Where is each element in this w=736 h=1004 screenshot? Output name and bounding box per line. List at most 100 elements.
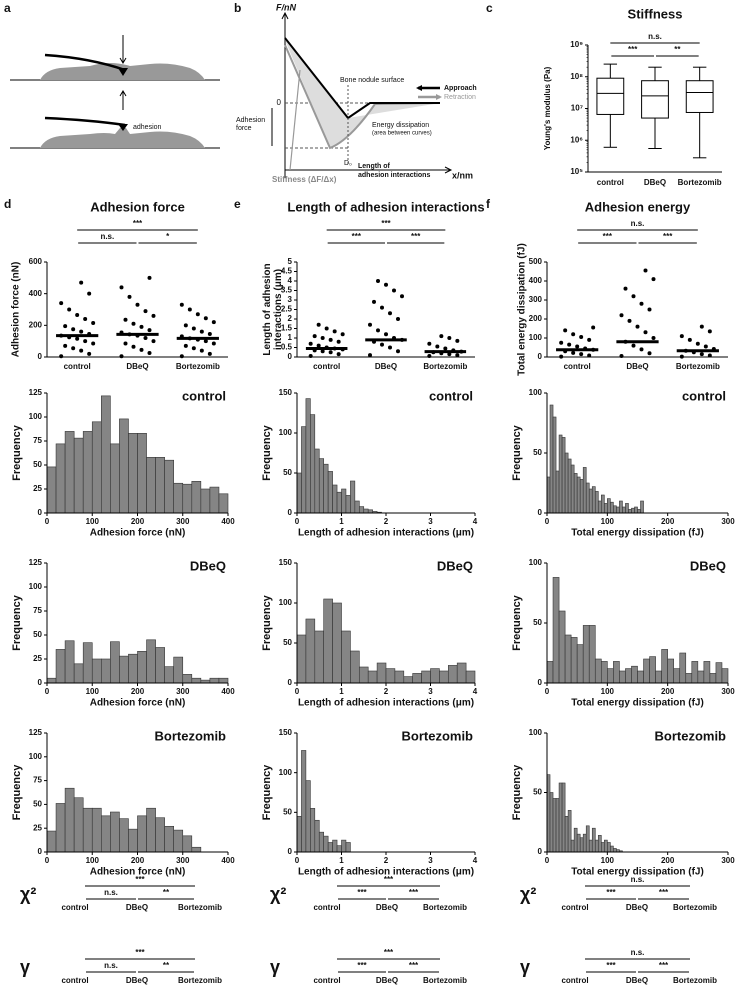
bar	[73, 663, 84, 684]
chart-title: Bortezomib	[155, 728, 227, 743]
y-tick-label: 10⁸	[570, 72, 583, 81]
data-point	[87, 351, 92, 356]
bar	[679, 652, 687, 684]
bar	[137, 433, 147, 514]
data-point	[368, 322, 372, 327]
x-axis-label: Adhesion force (nN)	[90, 528, 186, 539]
group-label: Bortezomib	[423, 903, 467, 912]
y-tick-label: 100	[279, 598, 293, 607]
data-point	[388, 311, 392, 316]
data-point	[127, 294, 132, 299]
data-point	[707, 329, 712, 334]
data-point	[376, 279, 380, 283]
x-tick-label: 0	[545, 517, 550, 526]
y-tick-label: 100	[279, 428, 293, 437]
bar	[631, 507, 635, 514]
y-tick-label: 0.5	[281, 343, 293, 352]
y-tick-label: 400	[529, 276, 543, 285]
bar	[310, 414, 316, 514]
bar	[628, 509, 632, 514]
significance-label: ***	[409, 961, 419, 970]
bar	[610, 501, 614, 514]
data-point	[147, 275, 152, 280]
data-point	[435, 344, 440, 349]
bar	[585, 482, 590, 514]
bar	[358, 506, 365, 514]
significance-label: ***	[133, 219, 143, 228]
bar	[582, 467, 587, 514]
data-point	[151, 339, 156, 344]
data-point	[316, 343, 321, 348]
data-point	[179, 302, 184, 307]
data-point	[380, 305, 384, 310]
bar	[552, 577, 560, 684]
annotation: force	[236, 125, 252, 132]
data-point	[328, 337, 333, 342]
panel-label: c	[486, 1, 493, 15]
x-tick-label: 200	[661, 687, 675, 696]
data-point	[651, 277, 656, 282]
bar	[549, 404, 554, 514]
x-axis-label: Length of adhesion interactions (μm)	[298, 867, 474, 878]
bar	[137, 651, 147, 684]
bar	[403, 676, 413, 684]
x-axis-label: Total energy dissipation (fJ)	[571, 528, 704, 539]
x-tick-label: 200	[131, 687, 145, 696]
x-tick-label: 300	[721, 687, 735, 696]
y-tick-label: 200	[529, 314, 543, 323]
y-tick-label: 125	[29, 558, 43, 567]
y-tick-label: 25	[33, 484, 42, 493]
y-tick-label: 0	[288, 352, 293, 361]
data-point	[119, 285, 124, 290]
bar	[604, 503, 608, 514]
axis-label: F/nN	[276, 2, 296, 12]
x-tick-label: 0	[545, 687, 550, 696]
significance-label: ***	[663, 232, 673, 241]
y-tick-label: 4	[288, 276, 293, 285]
data-point	[123, 341, 128, 346]
panel-label: a	[4, 1, 11, 15]
significance-label: n.s.	[100, 232, 114, 241]
significance-label: n.s.	[104, 961, 118, 970]
data-point	[123, 317, 128, 322]
bar	[91, 807, 102, 853]
y-tick-label: 10⁹	[570, 40, 583, 49]
bar	[55, 803, 66, 853]
y-tick-label: 75	[33, 436, 42, 445]
data-point	[324, 326, 329, 331]
y-axis-label: Frequency	[261, 594, 273, 651]
data-point	[91, 341, 96, 346]
bar	[46, 830, 57, 853]
x-axis-label: Adhesion force (nN)	[90, 867, 186, 878]
y-tick-label: 2	[288, 314, 293, 323]
bar	[350, 650, 360, 684]
y-tick-label: 2.5	[281, 305, 293, 314]
box	[685, 80, 714, 113]
x-tick-label: 1	[339, 856, 344, 865]
y-tick-label: 4.5	[281, 267, 293, 276]
bar	[64, 640, 75, 684]
data-point	[623, 286, 628, 291]
bar	[332, 602, 342, 684]
bar	[173, 482, 184, 514]
bar	[594, 839, 599, 853]
group-label: Bortezomib	[178, 976, 222, 985]
significance-label: ***	[409, 888, 419, 897]
bar	[673, 668, 681, 684]
bar	[296, 815, 302, 853]
y-axis-label: Length of adhesion	[262, 263, 273, 355]
y-tick-label: 1	[288, 333, 293, 342]
data-point	[67, 307, 72, 312]
x-tick-label: 300	[176, 687, 190, 696]
group-label: Bortezomib	[673, 976, 717, 985]
annotation: Energy dissipation	[372, 122, 429, 129]
bar	[363, 508, 369, 514]
x-tick-label: 400	[221, 517, 235, 526]
legend-label: Approach	[444, 85, 477, 92]
y-axis-label: Adhesion force (nN)	[11, 262, 22, 358]
box	[596, 77, 625, 115]
bar	[332, 484, 338, 514]
data-point	[211, 341, 216, 346]
data-point	[455, 353, 460, 358]
data-point	[336, 352, 341, 357]
